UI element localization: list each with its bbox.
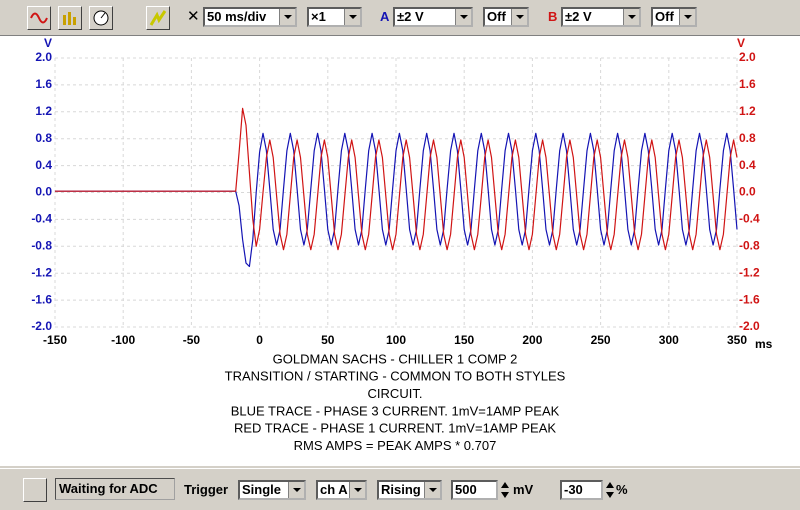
caption-line: RMS AMPS = PEAK AMPS * 0.707 [294, 438, 497, 453]
coupling-a: Off [487, 9, 506, 24]
x-tick-label: 200 [522, 333, 542, 347]
y-tick-label: -1.6 [31, 292, 52, 306]
level-input[interactable]: 500 [451, 480, 498, 500]
y-tick-label: 0.8 [35, 131, 52, 145]
trace [55, 107, 738, 251]
y-tick-label: -1.2 [31, 265, 52, 279]
trigger-mode: Single [242, 482, 282, 497]
trigger-delay: -30 [564, 482, 583, 497]
y-tick-label: -2.0 [31, 319, 52, 333]
mode-select[interactable]: Single [238, 480, 306, 500]
x-tick-label: 150 [454, 333, 474, 347]
y-tick-label: 1.2 [35, 104, 52, 118]
caption-line: RED TRACE - PHASE 1 CURRENT. 1mV=1AMP PE… [234, 421, 556, 436]
range-a: ±2 V [397, 9, 424, 24]
coupling-b: Off [655, 9, 674, 24]
level-spinner[interactable] [499, 480, 511, 500]
caption-line: BLUE TRACE - PHASE 3 CURRENT. 1mV=1AMP P… [231, 403, 560, 418]
y-tick-label: 1.6 [35, 77, 52, 91]
x-tick-label: 50 [321, 333, 335, 347]
x-tick-label: 0 [256, 333, 263, 347]
y2-tick-label: 1.6 [739, 77, 756, 91]
trigger-button[interactable] [146, 6, 170, 30]
trace [55, 132, 738, 268]
zoom-icon: ✕ [187, 8, 200, 25]
channel-a-label: A [380, 9, 390, 24]
trigger-edge: Rising [381, 482, 421, 497]
trigger-channel: ch A [320, 482, 348, 497]
trigger-level: 500 [455, 482, 477, 497]
y-tick-label: 0.0 [35, 185, 52, 199]
start-button[interactable] [23, 478, 47, 502]
y2-tick-label: 2.0 [739, 50, 756, 64]
timebase-select[interactable]: 50 ms/div [203, 7, 297, 27]
zoom-select[interactable]: ×1 [307, 7, 362, 27]
y2-tick-label: 0.4 [739, 158, 756, 172]
scope-button[interactable] [27, 6, 51, 30]
trigger-label: Trigger [184, 482, 229, 497]
range-b-select[interactable]: ±2 V [561, 7, 641, 27]
x-tick-label: 300 [659, 333, 679, 347]
level-unit: mV [513, 482, 534, 497]
chart: 2.0 1.6 1.2 0.8 0.4 0.0 -0.4 -0.8 -1.2 -1.6 -2.0 2.… [0, 36, 800, 466]
y2-tick-label: -1.2 [739, 265, 760, 279]
y2-tick-label: 0.0 [739, 185, 756, 199]
y2-tick-label: -2.0 [739, 319, 760, 333]
x-axis-label: ms [755, 337, 773, 351]
timebase: 50 ms/div [207, 9, 267, 24]
range-a-select[interactable]: ±2 V [393, 7, 473, 27]
x-tick-label: 350 [727, 333, 747, 347]
y2-tick-label: -0.4 [739, 212, 760, 226]
x-tick-label: 100 [386, 333, 406, 347]
y-tick-label: 0.4 [35, 158, 52, 172]
y-tick-label: 2.0 [35, 50, 52, 64]
y2-axis-label: V [737, 36, 745, 50]
y2-tick-label: -0.8 [739, 238, 760, 252]
range-b: ±2 V [565, 9, 592, 24]
delay-unit: % [616, 482, 628, 497]
edge-select[interactable]: Rising [377, 480, 442, 500]
coupling-b-select[interactable]: Off [651, 7, 697, 27]
x-tick-label: -100 [111, 333, 135, 347]
caption-line: TRANSITION / STARTING - COMMON TO BOTH S… [225, 369, 566, 384]
x-tick-label: -50 [183, 333, 201, 347]
x-tick-label: -150 [43, 333, 67, 347]
coupling-a-select[interactable]: Off [483, 7, 529, 27]
y-tick-label: -0.8 [31, 238, 52, 252]
toolbar: ✕ 50 ms/div ×1 A ±2 V Off B ±2 V Off [0, 0, 800, 36]
zoom: ×1 [311, 9, 326, 24]
channel-b-label: B [548, 9, 558, 24]
status-bar: Waiting for ADC Trigger Single ch A Risi… [0, 468, 800, 510]
caption-line: GOLDMAN SACHS - CHILLER 1 COMP 2 [273, 351, 518, 366]
spectrum-button[interactable] [58, 6, 82, 30]
y2-tick-label: 1.2 [739, 104, 756, 118]
delay-spinner[interactable] [604, 480, 616, 500]
channel-select[interactable]: ch A [316, 480, 367, 500]
caption-line: CIRCUIT. [368, 386, 423, 401]
y-axis-label: V [44, 36, 52, 50]
status-text: Waiting for ADC [55, 478, 175, 500]
y-tick-label: -0.4 [31, 212, 52, 226]
y2-tick-label: 0.8 [739, 131, 756, 145]
delay-input[interactable]: -30 [560, 480, 603, 500]
y2-tick-label: -1.6 [739, 292, 760, 306]
meter-button[interactable] [89, 6, 113, 30]
x-tick-label: 250 [591, 333, 611, 347]
